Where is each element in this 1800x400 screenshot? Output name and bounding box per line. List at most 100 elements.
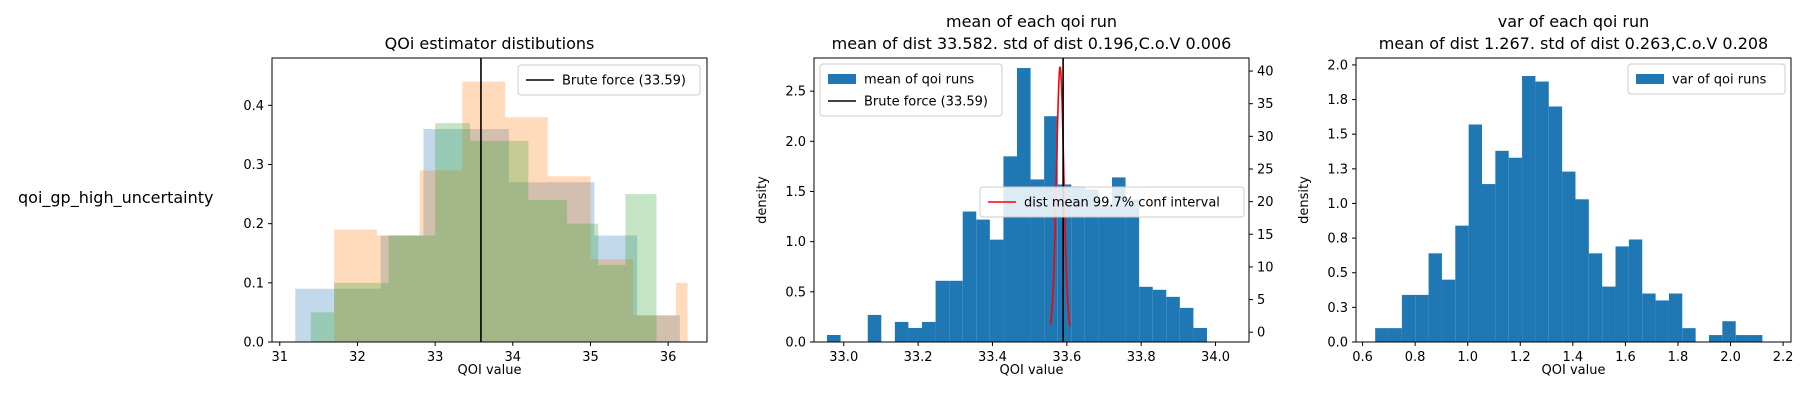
y-tick-label: 1.0: [785, 235, 806, 250]
hist-bar-series-1: [594, 235, 638, 342]
y-tick-label: 1.3: [1327, 162, 1348, 177]
row-label: qoi_gp_high_uncertainty: [18, 188, 214, 207]
hist-bar-series-3: [435, 123, 471, 342]
y-tick-label: 0.1: [243, 276, 264, 291]
x-tick-label: 32: [349, 350, 366, 365]
hist-bar: [1735, 335, 1750, 342]
hist-bar: [1468, 124, 1483, 342]
hist-bar-series-3: [567, 223, 599, 342]
x-tick-label: 33: [427, 350, 444, 365]
hist-bar: [1044, 116, 1058, 342]
hist-bar: [1428, 253, 1442, 342]
chart-title: QOi estimator distibutions: [385, 34, 595, 53]
hist-bar: [908, 327, 923, 342]
legend: dist mean 99.7% conf interval: [979, 186, 1245, 218]
hist-bar-series-1: [466, 129, 509, 342]
hist-bar: [976, 219, 990, 342]
y2-tick-label: 0: [1257, 326, 1265, 341]
hist-bar-series-1: [637, 315, 680, 342]
axes-frame: [271, 57, 708, 343]
x-tick-label: 0.8: [1405, 350, 1426, 365]
chart-panel-3: 0.6 0.8 1.0 1.2 1.4 1.6 1.8 2.0 2.2 0.0 0.3 0.5 0.8 1…: [1297, 12, 1793, 378]
x-tick-label: 33.0: [829, 350, 858, 365]
x-tick-label: 36: [660, 350, 677, 365]
legend-label: Brute force (33.59): [864, 95, 988, 110]
hist-bar-series-2: [376, 235, 420, 342]
hist-bar: [1562, 171, 1576, 342]
hist-bar: [1628, 239, 1643, 342]
y-axis-label: density: [755, 176, 770, 224]
y-tick-label: 0.0: [785, 336, 806, 351]
chart-title: mean of each qoi run: [946, 12, 1117, 31]
hist-bar-series-1: [508, 182, 552, 342]
x-axis-label: QOI value: [1542, 363, 1606, 378]
legend-box: [517, 64, 701, 96]
x-tick-label: 33.2: [904, 350, 933, 365]
hist-bar: [1575, 199, 1589, 342]
hist-bar-series-3: [470, 140, 529, 342]
hist-bar: [1482, 184, 1496, 342]
hist-bar: [1682, 328, 1696, 342]
y-tick-label: 1.5: [1327, 128, 1348, 143]
hist-bar: [1098, 204, 1112, 342]
x-tick-label: 33.4: [978, 350, 1007, 365]
legend-label: dist mean 99.7% conf interval: [1024, 196, 1220, 211]
hist-bar: [827, 334, 841, 342]
chart-subtitle: mean of dist 33.582. std of dist 0.196,C…: [832, 34, 1232, 53]
y-tick-label: 0.0: [1327, 336, 1348, 351]
hist-bar: [1535, 81, 1549, 343]
hist-bar-series-1: [423, 129, 467, 342]
x-tick-label: 1.2: [1510, 350, 1531, 365]
conf-interval-curve: [1049, 66, 1071, 327]
hist-bar-series-3: [310, 312, 335, 342]
x-tick-label: 1.0: [1457, 350, 1478, 365]
x-tick-label: 33.8: [1127, 350, 1156, 365]
y-tick-label: 0.2: [243, 217, 264, 232]
x-tick-label: 35: [582, 350, 599, 365]
y-tick-label: 0.5: [1327, 266, 1348, 281]
hist-bar: [1588, 253, 1603, 342]
y2-tick-label: 10: [1257, 260, 1274, 275]
hist-bar: [1548, 106, 1563, 342]
hist-bar: [1179, 307, 1194, 342]
legend-box: [1627, 63, 1786, 95]
hist-bar: [1003, 156, 1017, 342]
hist-bar-series-3: [598, 265, 626, 342]
y-tick-label: 2.0: [1327, 58, 1348, 73]
hist-bar: [1152, 289, 1167, 342]
hist-bar: [1655, 300, 1669, 342]
hist-bar-series-2: [419, 170, 463, 342]
hist-bar: [1084, 189, 1099, 342]
hist-bar-series-2: [675, 282, 688, 342]
y2-tick-label: 30: [1257, 130, 1274, 145]
y-tick-label: 0.8: [1327, 232, 1348, 247]
hist-bar: [1111, 177, 1126, 342]
y-tick-label: 0.5: [785, 285, 806, 300]
hist-bar: [989, 239, 1004, 342]
legend: var of qoi runs: [1627, 63, 1786, 95]
y2-tick-label: 15: [1257, 228, 1274, 243]
y-tick-label: 1.5: [785, 185, 806, 200]
legend: mean of qoi runs Brute force (33.59): [819, 63, 1003, 117]
x-tick-label: 1.4: [1562, 350, 1583, 365]
hist-bar: [867, 314, 882, 342]
hist-bar-series-3: [625, 194, 657, 342]
hist-bar: [1642, 293, 1656, 342]
hist-bar: [922, 321, 936, 342]
legend: Brute force (33.59): [517, 64, 701, 96]
hist-bar-series-2: [590, 259, 634, 342]
hist-bar: [1522, 76, 1536, 342]
y-tick-label: 2.0: [785, 135, 806, 150]
axes-frame: [1355, 57, 1792, 343]
hist-bar: [1495, 150, 1509, 342]
hist-bar-series-1: [338, 288, 381, 342]
y-tick-label: 1.8: [1327, 93, 1348, 108]
hist-bar: [1602, 286, 1616, 342]
hist-bar: [1030, 179, 1045, 342]
x-tick-label: 33.6: [1052, 350, 1081, 365]
hist-bar: [1615, 246, 1629, 342]
hist-bar-series-1: [380, 235, 424, 342]
hist-bar-series-2: [462, 81, 506, 343]
hist-bar-series-2: [334, 229, 377, 342]
hist-bar: [1441, 279, 1456, 342]
